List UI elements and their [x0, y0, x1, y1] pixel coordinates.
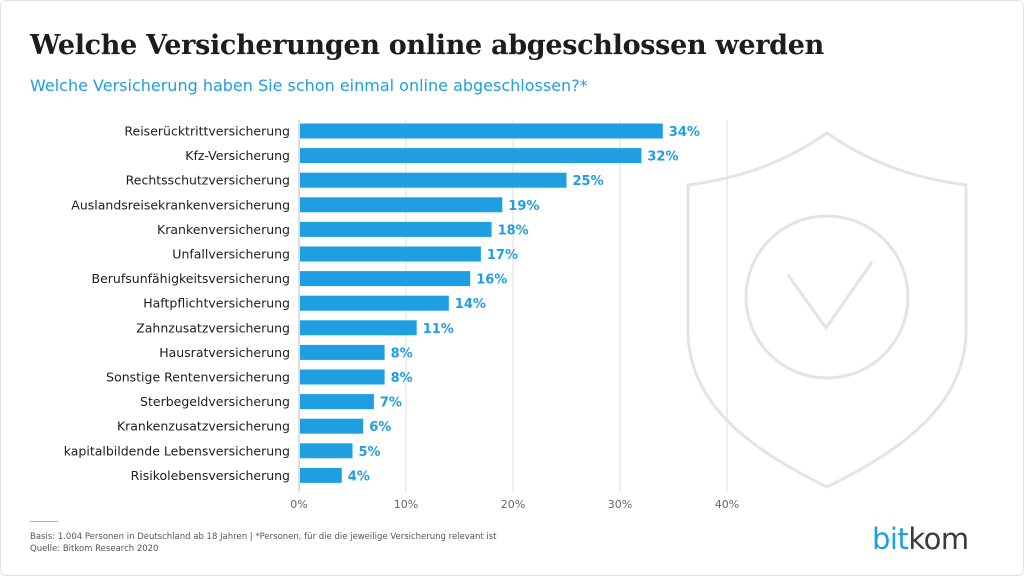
data-label: 16% [476, 273, 507, 288]
bitkom-logo: bitkom [872, 522, 969, 556]
chart-subtitle: Welche Versicherung haben Sie schon einm… [30, 76, 588, 95]
bar [300, 221, 492, 237]
data-label: 7% [380, 396, 402, 411]
bar [300, 418, 364, 434]
bar [300, 148, 642, 164]
category-label: Hausratversicherung [159, 345, 290, 360]
bar [300, 295, 449, 311]
data-label: 19% [508, 199, 539, 214]
x-tick-label: 0% [290, 498, 307, 511]
category-label: Sterbegeldversicherung [140, 394, 290, 409]
category-label: Auslandsreisekrankenversicherung [71, 197, 290, 212]
category-label: Berufsunfähigkeitsversicherung [92, 271, 290, 286]
bar [300, 246, 481, 262]
x-gridlines [298, 120, 728, 492]
page-title: Welche Versicherungen online abgeschloss… [30, 30, 824, 61]
category-label: Risikolebensversicherung [131, 468, 290, 483]
x-tick-label: 30% [608, 498, 632, 511]
data-label: 32% [647, 150, 678, 165]
bar [300, 123, 663, 139]
bar [300, 320, 417, 336]
x-axis: 0% 10% 20% 30% 40% [290, 498, 739, 511]
bar [300, 443, 353, 459]
category-label: Krankenzusatzversicherung [117, 419, 290, 434]
footer-divider [30, 521, 58, 522]
category-label: Haftpflichtversicherung [143, 296, 290, 311]
x-tick-label: 10% [394, 498, 418, 511]
x-tick-label: 40% [715, 498, 739, 511]
data-label: 5% [359, 445, 381, 460]
data-label: 8% [391, 371, 413, 386]
category-label: Kfz-Versicherung [185, 148, 290, 163]
bar [300, 394, 374, 410]
bar [300, 467, 342, 483]
data-label: 11% [423, 322, 454, 337]
bars: Reiserücktrittversicherung 34% Kfz-Versich… [64, 123, 700, 484]
data-label: 8% [391, 346, 413, 361]
shield-check-icon [686, 131, 968, 489]
bar [300, 197, 503, 213]
data-label: 6% [369, 420, 391, 435]
data-label: 14% [455, 297, 486, 312]
data-label: 4% [348, 469, 370, 484]
footnote: Basis: 1.004 Personen in Deutschland ab … [30, 531, 497, 555]
footnote-source: Quelle: Bitkom Research 2020 [30, 544, 159, 554]
logo-part-kom: kom [908, 522, 969, 556]
data-label: 17% [487, 248, 518, 263]
bar [300, 344, 385, 360]
bar [300, 172, 567, 188]
category-label: Zahnzusatzversicherung [136, 320, 290, 335]
x-tick-label: 20% [501, 498, 525, 511]
category-label: Rechtsschutzversicherung [126, 173, 290, 188]
category-label: Krankenversicherung [157, 222, 290, 237]
logo-part-bit: bit [872, 522, 909, 556]
category-label: Unfallversicherung [172, 247, 290, 262]
category-label: Reiserücktrittversicherung [124, 124, 290, 139]
data-label: 34% [669, 125, 700, 140]
bar [300, 369, 385, 385]
category-label: Sonstige Rentenversicherung [106, 370, 290, 385]
category-label: kapitalbildende Lebensversicherung [64, 443, 290, 458]
data-label: 18% [498, 223, 529, 238]
footnote-basis: Basis: 1.004 Personen in Deutschland ab … [30, 532, 497, 542]
data-label: 25% [573, 174, 604, 189]
bar [300, 271, 471, 287]
